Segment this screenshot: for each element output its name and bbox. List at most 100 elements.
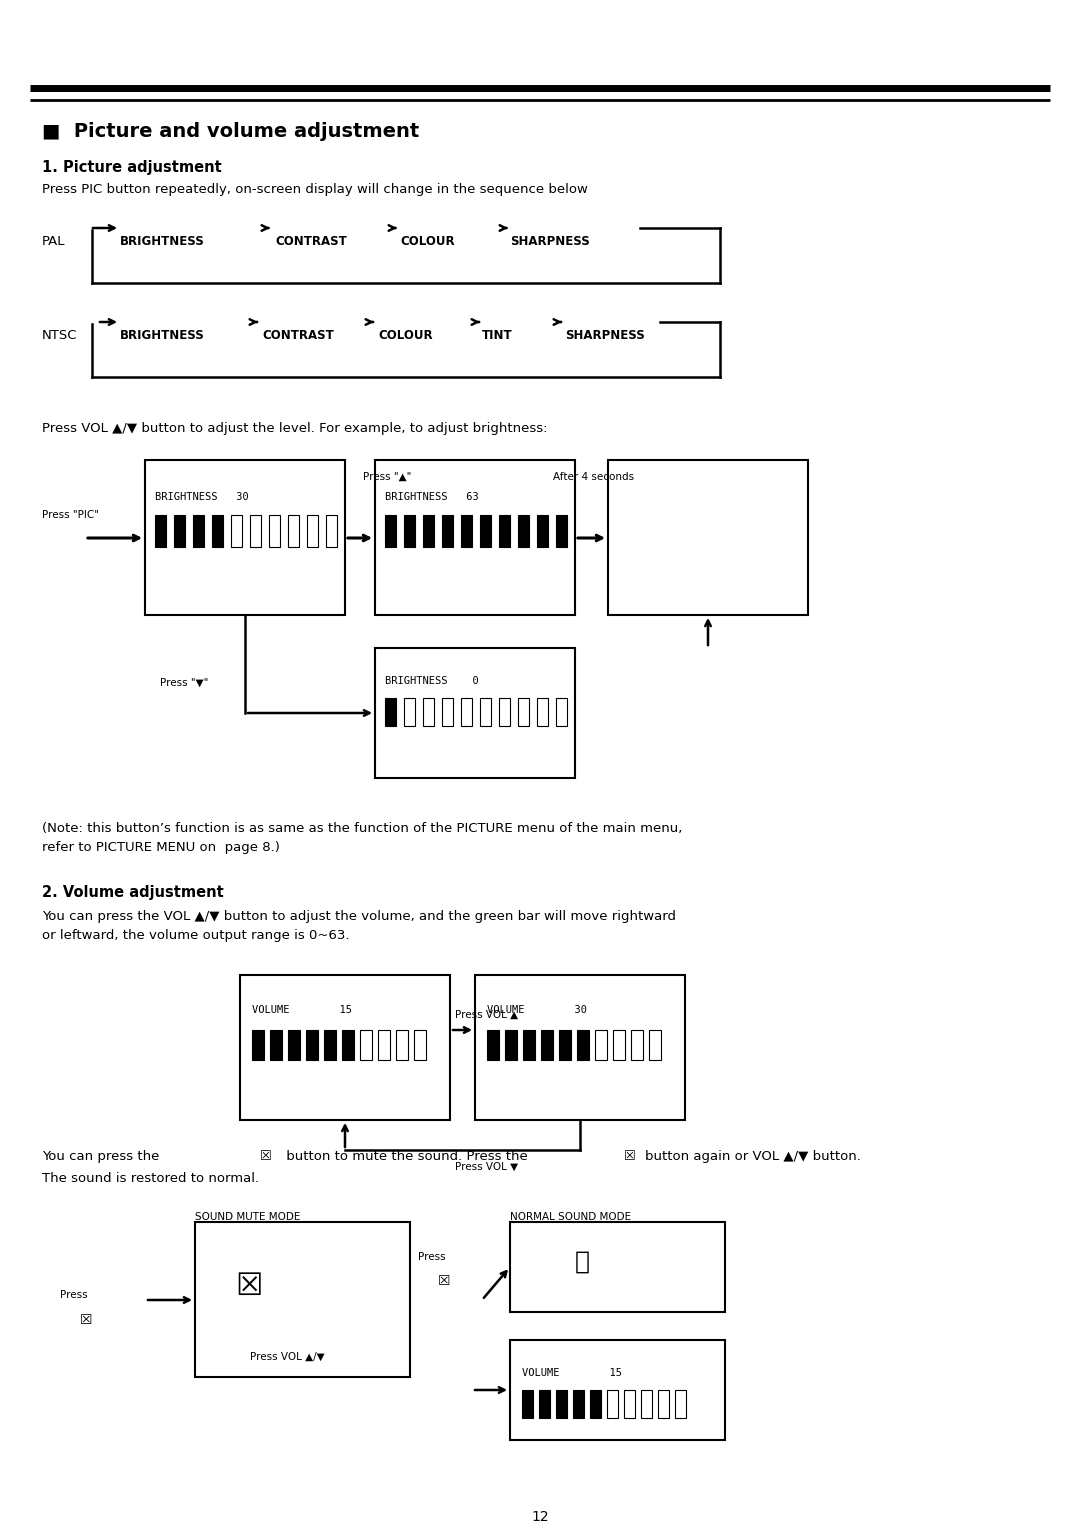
Text: ☒: ☒	[624, 1150, 636, 1164]
Text: 1. Picture adjustment: 1. Picture adjustment	[42, 160, 221, 176]
Bar	[523, 1031, 535, 1060]
Bar	[252, 1031, 264, 1060]
Bar	[174, 515, 185, 547]
Text: Press VOL ▲/▼: Press VOL ▲/▼	[249, 1351, 325, 1362]
Bar	[613, 1031, 625, 1060]
Text: VOLUME        15: VOLUME 15	[252, 1005, 352, 1015]
Bar	[270, 1031, 282, 1060]
Bar	[375, 460, 575, 615]
Bar	[658, 1390, 669, 1419]
Text: Press VOL ▲/▼ button to adjust the level. For example, to adjust brightness:: Press VOL ▲/▼ button to adjust the level…	[42, 421, 548, 435]
Bar	[307, 515, 318, 547]
Bar	[442, 515, 453, 547]
Bar	[556, 515, 567, 547]
Bar	[269, 515, 280, 547]
Text: ☒: ☒	[260, 1150, 272, 1164]
Bar	[145, 460, 345, 615]
Bar	[577, 1031, 589, 1060]
Text: Press: Press	[418, 1252, 446, 1261]
Text: VOLUME        15: VOLUME 15	[522, 1368, 622, 1377]
Bar	[537, 698, 548, 725]
Text: TINT: TINT	[482, 328, 513, 342]
Bar	[595, 1031, 607, 1060]
Text: ⏻: ⏻	[575, 1251, 590, 1274]
Text: Press VOL ▲: Press VOL ▲	[455, 1009, 518, 1020]
Bar	[539, 1390, 550, 1419]
Bar	[442, 698, 453, 725]
Text: BRIGHTNESS: BRIGHTNESS	[120, 235, 205, 247]
Text: BRIGHTNESS   30: BRIGHTNESS 30	[156, 492, 248, 502]
Text: Press PIC button repeatedly, on-screen display will change in the sequence below: Press PIC button repeatedly, on-screen d…	[42, 183, 588, 195]
Text: ☒: ☒	[235, 1272, 262, 1301]
Text: Press "▲": Press "▲"	[363, 472, 411, 483]
Text: Press: Press	[60, 1290, 87, 1299]
Bar	[624, 1390, 635, 1419]
Bar	[396, 1031, 408, 1060]
Bar	[240, 976, 450, 1119]
Bar	[195, 1222, 410, 1377]
Bar	[675, 1390, 686, 1419]
Text: NORMAL SOUND MODE: NORMAL SOUND MODE	[510, 1212, 631, 1222]
Text: NTSC: NTSC	[42, 328, 78, 342]
Bar	[559, 1031, 571, 1060]
Bar	[499, 515, 510, 547]
Bar	[556, 698, 567, 725]
Text: BRIGHTNESS   63: BRIGHTNESS 63	[384, 492, 478, 502]
Bar	[607, 1390, 618, 1419]
Bar	[649, 1031, 661, 1060]
Bar	[384, 515, 396, 547]
Bar	[326, 515, 337, 547]
Bar	[556, 1390, 567, 1419]
Text: Press VOL ▼: Press VOL ▼	[455, 1162, 518, 1173]
Text: You can press the: You can press the	[42, 1150, 164, 1164]
Text: SOUND MUTE MODE: SOUND MUTE MODE	[195, 1212, 300, 1222]
Bar	[193, 515, 204, 547]
Bar	[324, 1031, 336, 1060]
Bar	[480, 698, 491, 725]
Bar	[378, 1031, 390, 1060]
Bar	[480, 515, 491, 547]
Bar	[475, 976, 685, 1119]
Text: CONTRAST: CONTRAST	[275, 235, 347, 247]
Text: After 4 seconds: After 4 seconds	[553, 472, 634, 483]
Text: ☒: ☒	[80, 1313, 93, 1327]
Bar	[404, 698, 415, 725]
Bar	[461, 698, 472, 725]
Text: Press "PIC": Press "PIC"	[42, 510, 99, 521]
Text: Press "▼": Press "▼"	[160, 678, 208, 689]
Bar	[288, 515, 299, 547]
Text: BRIGHTNESS    0: BRIGHTNESS 0	[384, 676, 478, 686]
Bar	[360, 1031, 372, 1060]
Text: BRIGHTNESS: BRIGHTNESS	[120, 328, 205, 342]
Bar	[518, 515, 529, 547]
Bar	[642, 1390, 652, 1419]
Text: The sound is restored to normal.: The sound is restored to normal.	[42, 1173, 259, 1185]
Bar	[608, 460, 808, 615]
Text: ☒: ☒	[438, 1274, 450, 1287]
Text: You can press the VOL ▲/▼ button to adjust the volume, and the green bar will mo: You can press the VOL ▲/▼ button to adju…	[42, 910, 676, 942]
Text: PAL: PAL	[42, 235, 66, 247]
Bar	[510, 1341, 725, 1440]
Bar	[487, 1031, 499, 1060]
Bar	[404, 515, 415, 547]
Bar	[631, 1031, 643, 1060]
Text: COLOUR: COLOUR	[400, 235, 455, 247]
Bar	[423, 698, 434, 725]
Bar	[423, 515, 434, 547]
Bar	[499, 698, 510, 725]
Text: CONTRAST: CONTRAST	[262, 328, 334, 342]
Text: 12: 12	[531, 1510, 549, 1524]
Bar	[288, 1031, 300, 1060]
Text: button to mute the sound. Press the: button to mute the sound. Press the	[282, 1150, 532, 1164]
Bar	[461, 515, 472, 547]
Bar	[306, 1031, 318, 1060]
Bar	[590, 1390, 600, 1419]
Bar	[156, 515, 166, 547]
Text: SHARPNESS: SHARPNESS	[510, 235, 590, 247]
Bar	[522, 1390, 534, 1419]
Bar	[231, 515, 242, 547]
Bar	[573, 1390, 584, 1419]
Bar	[249, 515, 261, 547]
Bar	[505, 1031, 517, 1060]
Bar	[510, 1222, 725, 1312]
